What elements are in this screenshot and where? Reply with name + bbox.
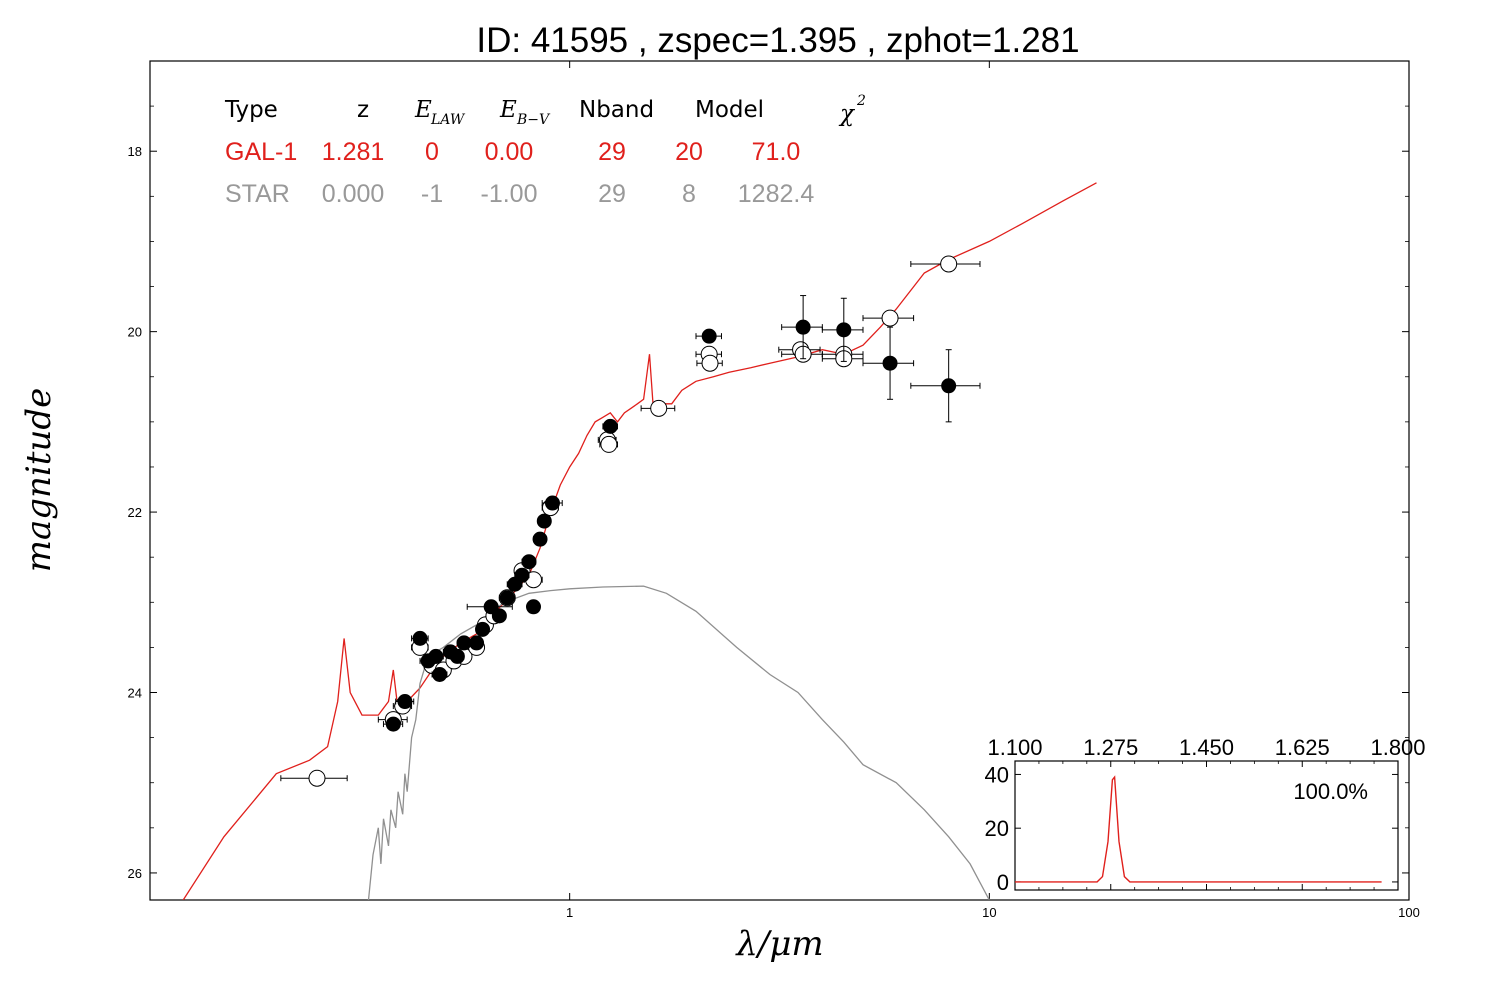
- table-header-ebv: E: [499, 97, 517, 123]
- inset-x-tick-label: 1.275: [1083, 735, 1138, 760]
- observed-magnitude-point: [514, 567, 530, 583]
- y-axis-label: magnitude: [19, 388, 59, 573]
- observed-magnitude-point: [882, 355, 898, 371]
- inset-frame: [1014, 760, 1399, 891]
- main-plot-frame: [149, 60, 1410, 901]
- table-header-ebv-sub: B−V: [516, 112, 551, 128]
- y-tick-label: 26: [128, 866, 142, 881]
- table-cell: 0.00: [485, 138, 534, 166]
- table-header-model: Model: [695, 97, 764, 123]
- inset-x-tick-label: 1.800: [1370, 735, 1425, 760]
- table-cell: 71.0: [752, 138, 801, 166]
- table-cell: 8: [682, 180, 696, 208]
- observed-magnitude-point: [449, 648, 465, 664]
- table-cell: GAL-1: [225, 138, 297, 166]
- inset-y-tick-label: 20: [985, 816, 1009, 841]
- y-tick-label: 24: [128, 686, 142, 701]
- observed-magnitude-point: [491, 608, 507, 624]
- series-line-star: [367, 585, 990, 900]
- table-header-nband: Nband: [579, 97, 654, 123]
- table-header-chi: χ: [838, 101, 856, 127]
- inset-x-tick-label: 1.625: [1275, 735, 1330, 760]
- observed-magnitude-point: [469, 635, 485, 651]
- table-cell: STAR: [225, 180, 290, 208]
- observed-magnitude-point: [428, 648, 444, 664]
- table-header-chi-sup: 2: [856, 93, 866, 109]
- observed-magnitude-point: [836, 322, 852, 338]
- table-cell: 1282.4: [738, 180, 815, 208]
- observed-magnitude-point: [536, 513, 552, 529]
- table-header-elaw: E: [414, 97, 432, 123]
- table-cell: -1: [421, 180, 443, 208]
- table-cell: 0: [425, 138, 439, 166]
- y-tick-label: 20: [128, 325, 142, 340]
- inset-series-layer: [1015, 775, 1382, 883]
- series-line-gal-1: [182, 182, 1097, 900]
- x-tick-label: 100: [1398, 905, 1420, 920]
- observed-magnitude-point: [521, 554, 537, 570]
- inset-annotation: 100.0%: [1293, 779, 1368, 804]
- inset-x-tick-label: 1.450: [1179, 735, 1234, 760]
- table-rows: GAL-1 1.281 0 0.00 29 20 71.0 STAR 0.000 -1 -1.00 2…: [225, 138, 814, 208]
- model-magnitude-point: [881, 309, 899, 327]
- inset-axis-ticks: 1.100 1.275 1.450 1.625 1.800 0 20 40: [985, 735, 1426, 895]
- model-magnitude-point: [940, 255, 958, 273]
- table-cell: 1.281: [322, 138, 385, 166]
- table-header-z: z: [357, 97, 369, 123]
- inset-y-tick-label: 0: [997, 870, 1009, 895]
- table-cell: 20: [675, 138, 703, 166]
- x-axis-label: λ/μm: [734, 924, 823, 964]
- photometry-points: [280, 255, 981, 787]
- table-cell: 0.000: [322, 180, 385, 208]
- observed-magnitude-point: [795, 319, 811, 335]
- observed-magnitude-point: [475, 621, 491, 637]
- y-tick-label: 18: [128, 144, 142, 159]
- model-magnitude-point: [650, 399, 668, 417]
- model-magnitude-point: [308, 769, 326, 787]
- chart-title: ID: 41595 , zspec=1.395 , zphot=1.281: [476, 21, 1079, 60]
- observed-magnitude-point: [385, 716, 401, 732]
- model-magnitude-point: [600, 435, 618, 453]
- main-series-layer: [182, 182, 1097, 900]
- fit-table: Type z E LAW E B−V Nband Model χ 2 GAL-1…: [224, 93, 866, 208]
- observed-magnitude-point: [397, 694, 413, 710]
- observed-magnitude-point: [602, 418, 618, 434]
- observed-magnitude-point: [544, 495, 560, 511]
- x-tick-label: 1: [566, 905, 573, 920]
- observed-magnitude-point: [432, 666, 448, 682]
- table-header-type: Type: [224, 97, 278, 123]
- observed-magnitude-point: [499, 590, 515, 606]
- inset-y-tick-label: 40: [985, 762, 1009, 787]
- y-tick-label: 22: [128, 505, 142, 520]
- x-tick-label: 10: [982, 905, 996, 920]
- model-magnitude-point: [701, 354, 719, 372]
- table-cell: 29: [598, 138, 626, 166]
- pdz-curve: [1015, 775, 1382, 883]
- observed-magnitude-point: [532, 531, 548, 547]
- table-header-elaw-sub: LAW: [430, 112, 466, 128]
- observed-magnitude-point: [941, 378, 957, 394]
- inset-x-tick-label: 1.100: [987, 735, 1042, 760]
- observed-magnitude-point: [525, 599, 541, 615]
- observed-magnitude-point: [412, 630, 428, 646]
- observed-magnitude-point: [701, 328, 717, 344]
- table-cell: -1.00: [481, 180, 538, 208]
- table-cell: 29: [598, 180, 626, 208]
- observed-magnitude-point: [456, 635, 472, 651]
